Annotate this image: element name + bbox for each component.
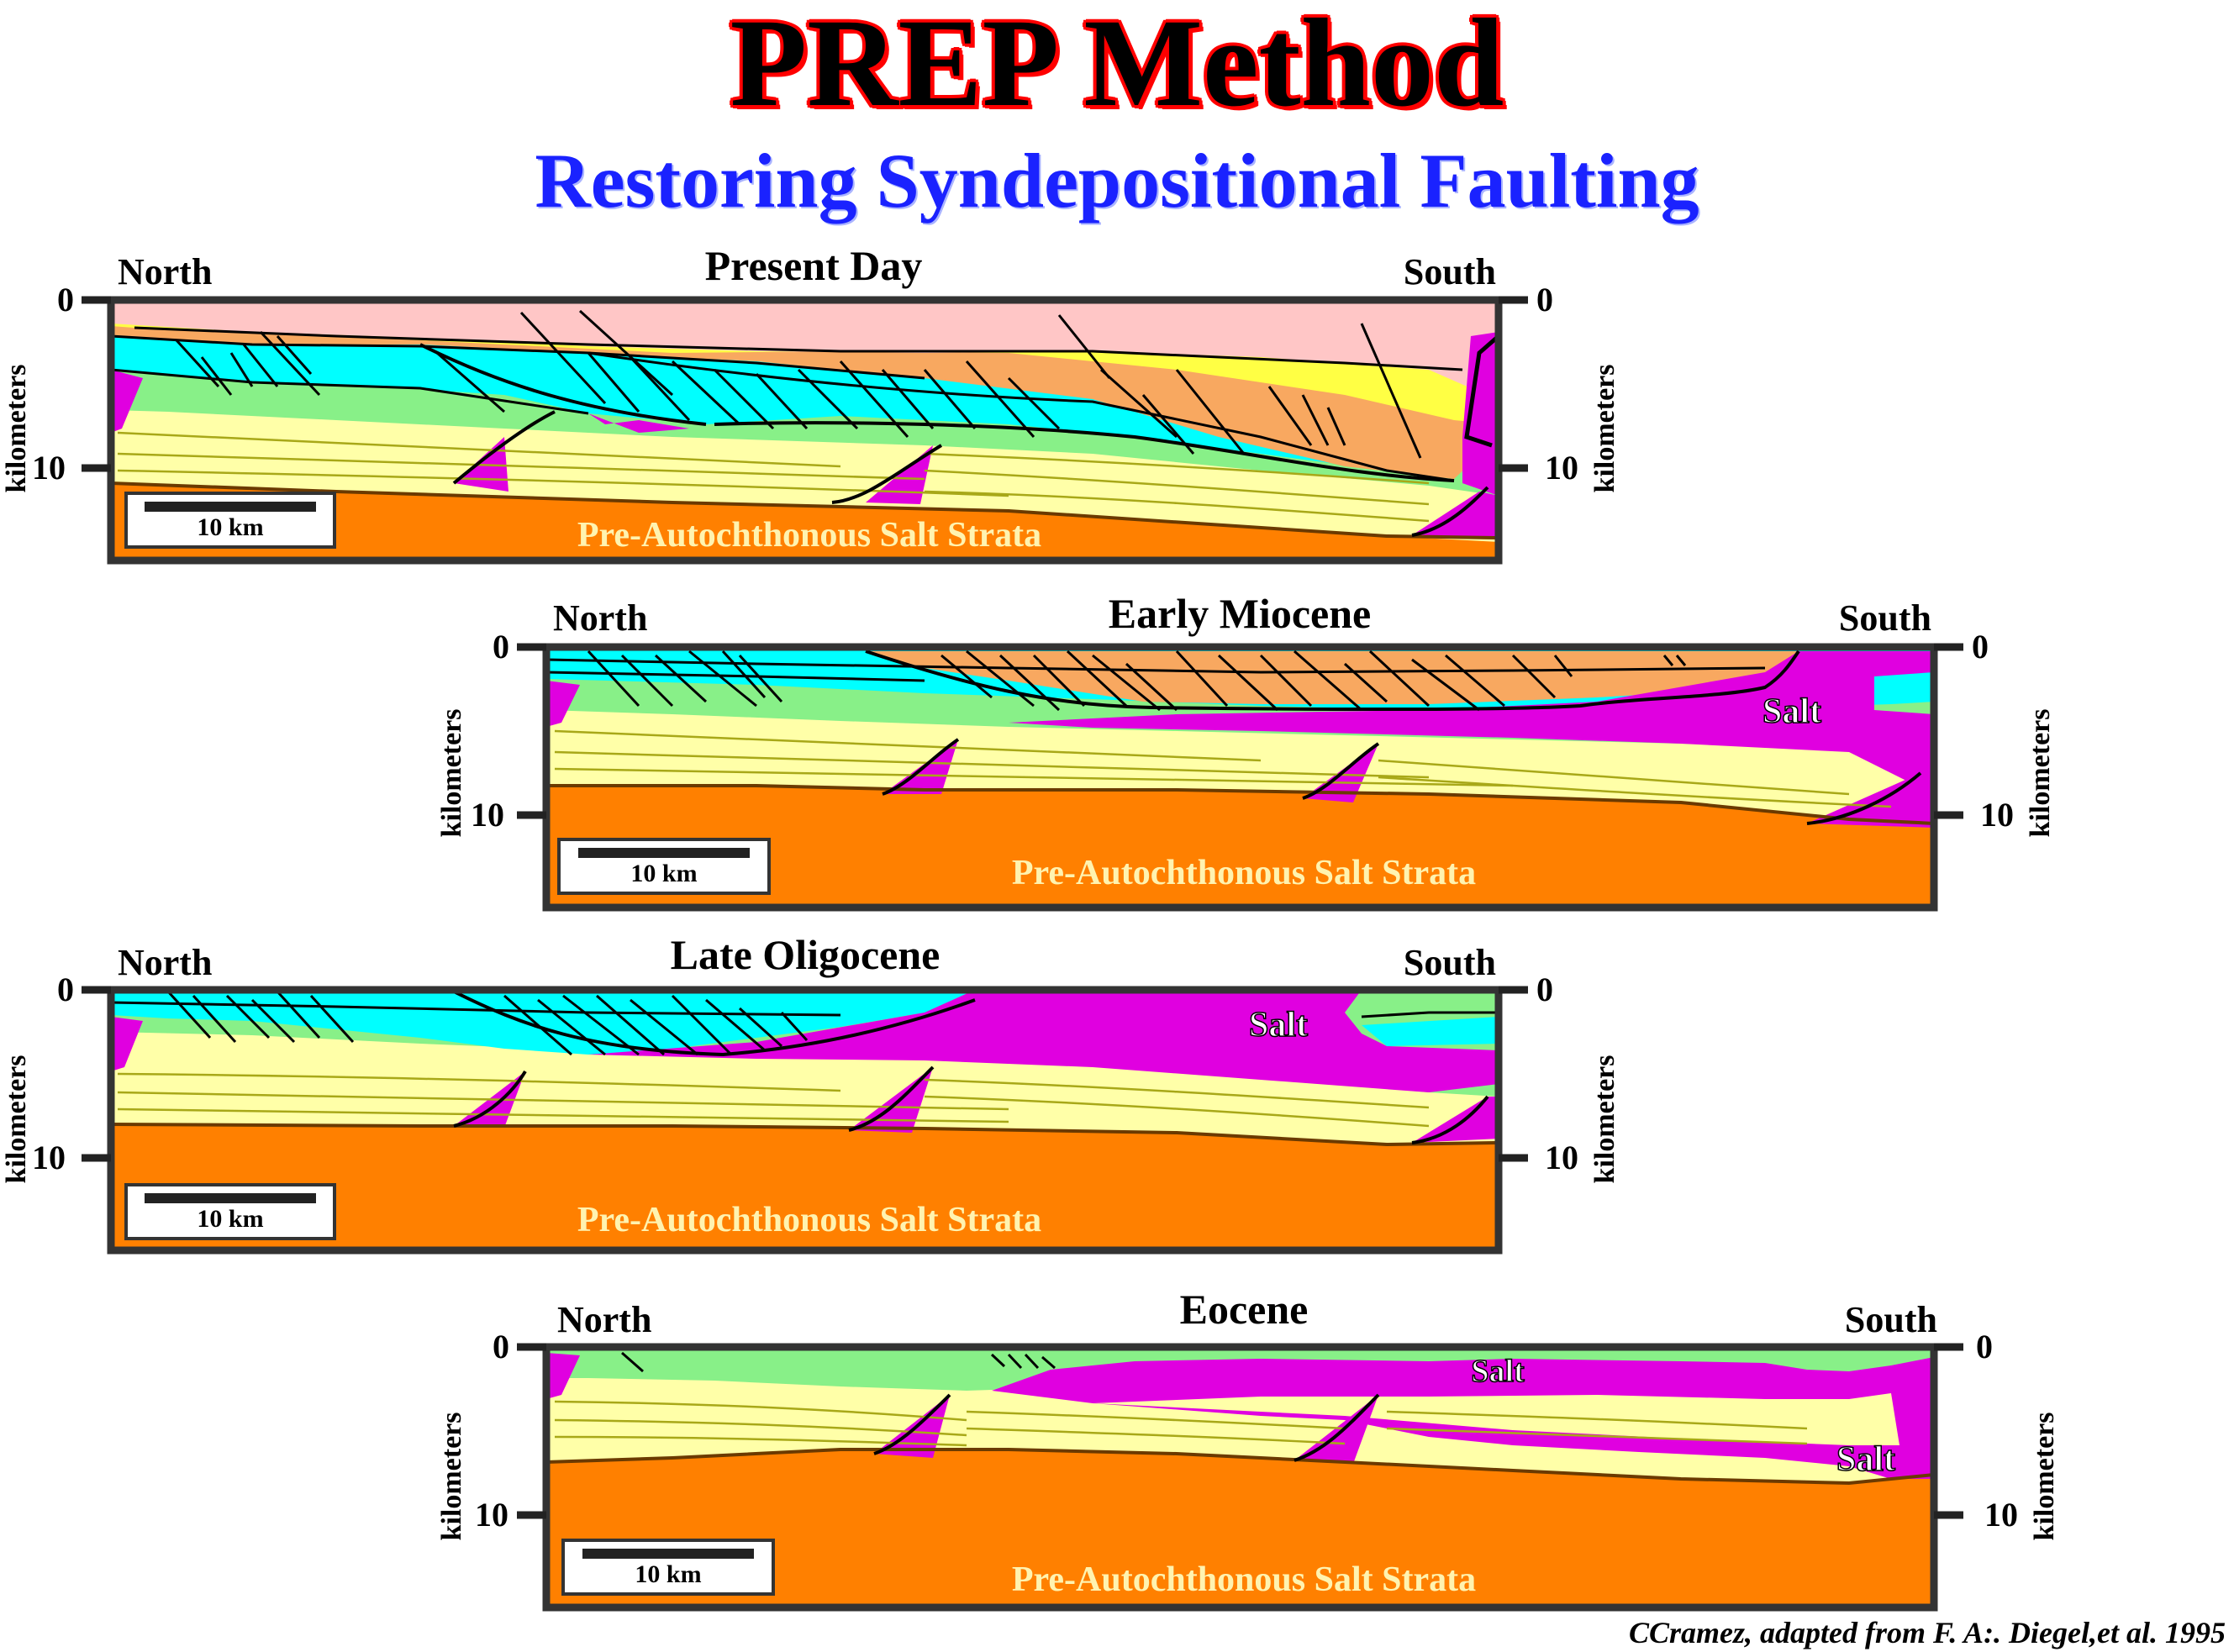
strata-label: Pre-Autochthonous Salt Strata bbox=[577, 1201, 1041, 1239]
axis-label-right: kilometers bbox=[2029, 1413, 2060, 1541]
salt-label: Salt bbox=[1836, 1440, 1895, 1479]
axis-label-left: kilometers bbox=[436, 1413, 467, 1541]
axis-label-left: kilometers bbox=[1, 365, 32, 493]
growth-faults bbox=[175, 309, 1422, 459]
north-label: North bbox=[557, 1299, 651, 1340]
panel-present-day: 0 10 0 10 kilometers kilometers Present … bbox=[1, 242, 1620, 565]
strata-label: Pre-Autochthonous Salt Strata bbox=[1012, 1560, 1476, 1599]
south-label: South bbox=[1404, 942, 1496, 983]
page-title: PREP Method bbox=[730, 0, 1504, 133]
scale-bar-label: 10 km bbox=[635, 1560, 701, 1588]
north-label: North bbox=[553, 597, 647, 639]
scale-bar-label: 10 km bbox=[197, 1205, 263, 1233]
axis-label-left: kilometers bbox=[436, 709, 467, 838]
south-label: South bbox=[1839, 597, 1931, 639]
section-frame bbox=[107, 986, 1503, 1255]
scale-bar-label: 10 km bbox=[197, 513, 263, 541]
panel-title: Late Oligocene bbox=[671, 931, 940, 978]
scale-bar: 10 km bbox=[124, 1183, 336, 1240]
south-label: South bbox=[1404, 251, 1496, 292]
depth-tick-10-right: 10 bbox=[1545, 449, 1578, 487]
scale-bar: 10 km bbox=[557, 838, 771, 895]
depth-tick-0-left: 0 bbox=[57, 971, 74, 1008]
depth-tick-10-right: 10 bbox=[1984, 1496, 2018, 1534]
panel-eocene: 0 10 0 10 kilometers kilometers Eocene N… bbox=[436, 1286, 2060, 1612]
section-frame bbox=[542, 643, 1938, 912]
depth-tick-10-right: 10 bbox=[1980, 796, 2014, 834]
section-frame bbox=[542, 1343, 1938, 1612]
salt-label: Salt bbox=[1762, 692, 1821, 731]
depth-tick-0-right: 0 bbox=[1536, 281, 1553, 318]
axis-label-left: kilometers bbox=[1, 1055, 32, 1184]
depth-tick-10-left: 10 bbox=[471, 796, 504, 834]
axis-label-right: kilometers bbox=[1589, 365, 1620, 493]
depth-tick-10-right: 10 bbox=[1545, 1139, 1578, 1176]
depth-tick-0-left: 0 bbox=[493, 628, 509, 666]
credit-line: CCramez, adapted from F. A:. Diegel,et a… bbox=[1629, 1616, 2226, 1649]
growth-faults bbox=[587, 650, 1687, 712]
depth-tick-0-right: 0 bbox=[1536, 971, 1553, 1008]
north-label: North bbox=[118, 942, 212, 983]
depth-tick-10-left: 10 bbox=[475, 1496, 508, 1534]
axis-label-right: kilometers bbox=[2025, 709, 2056, 838]
depth-tick-10-left: 10 bbox=[32, 1139, 66, 1176]
axis-label-right: kilometers bbox=[1589, 1055, 1620, 1184]
section-frame bbox=[107, 296, 1503, 565]
panel-title: Eocene bbox=[1180, 1286, 1309, 1333]
south-label: South bbox=[1845, 1299, 1937, 1340]
scale-bar: 10 km bbox=[561, 1539, 775, 1596]
depth-tick-0-left: 0 bbox=[57, 281, 74, 318]
depth-tick-0-right: 0 bbox=[1972, 628, 1989, 666]
panel-late-oligocene: 0 10 0 10 kilometers kilometers Late Oli… bbox=[1, 931, 1620, 1255]
panel-early-miocene: 0 10 0 10 kilometers kilometers Early Mi… bbox=[436, 590, 2056, 912]
panel-title: Early Miocene bbox=[1109, 590, 1371, 637]
depth-tick-0-left: 0 bbox=[493, 1328, 509, 1365]
panel-title: Present Day bbox=[705, 242, 923, 289]
depth-tick-0-right: 0 bbox=[1976, 1328, 1993, 1365]
page-subtitle: Restoring Syndepositional Faulting bbox=[535, 138, 1699, 224]
salt-label: Salt bbox=[1471, 1354, 1525, 1389]
growth-faults bbox=[166, 990, 809, 1056]
salt-label: Salt bbox=[1249, 1006, 1308, 1044]
depth-tick-10-left: 10 bbox=[32, 449, 66, 487]
strata-label: Pre-Autochthonous Salt Strata bbox=[1012, 854, 1476, 892]
north-label: North bbox=[118, 251, 212, 292]
scale-bar-label: 10 km bbox=[630, 860, 697, 887]
strata-label: Pre-Autochthonous Salt Strata bbox=[577, 516, 1041, 555]
growth-faults bbox=[621, 1351, 1056, 1373]
scale-bar: 10 km bbox=[124, 492, 336, 549]
